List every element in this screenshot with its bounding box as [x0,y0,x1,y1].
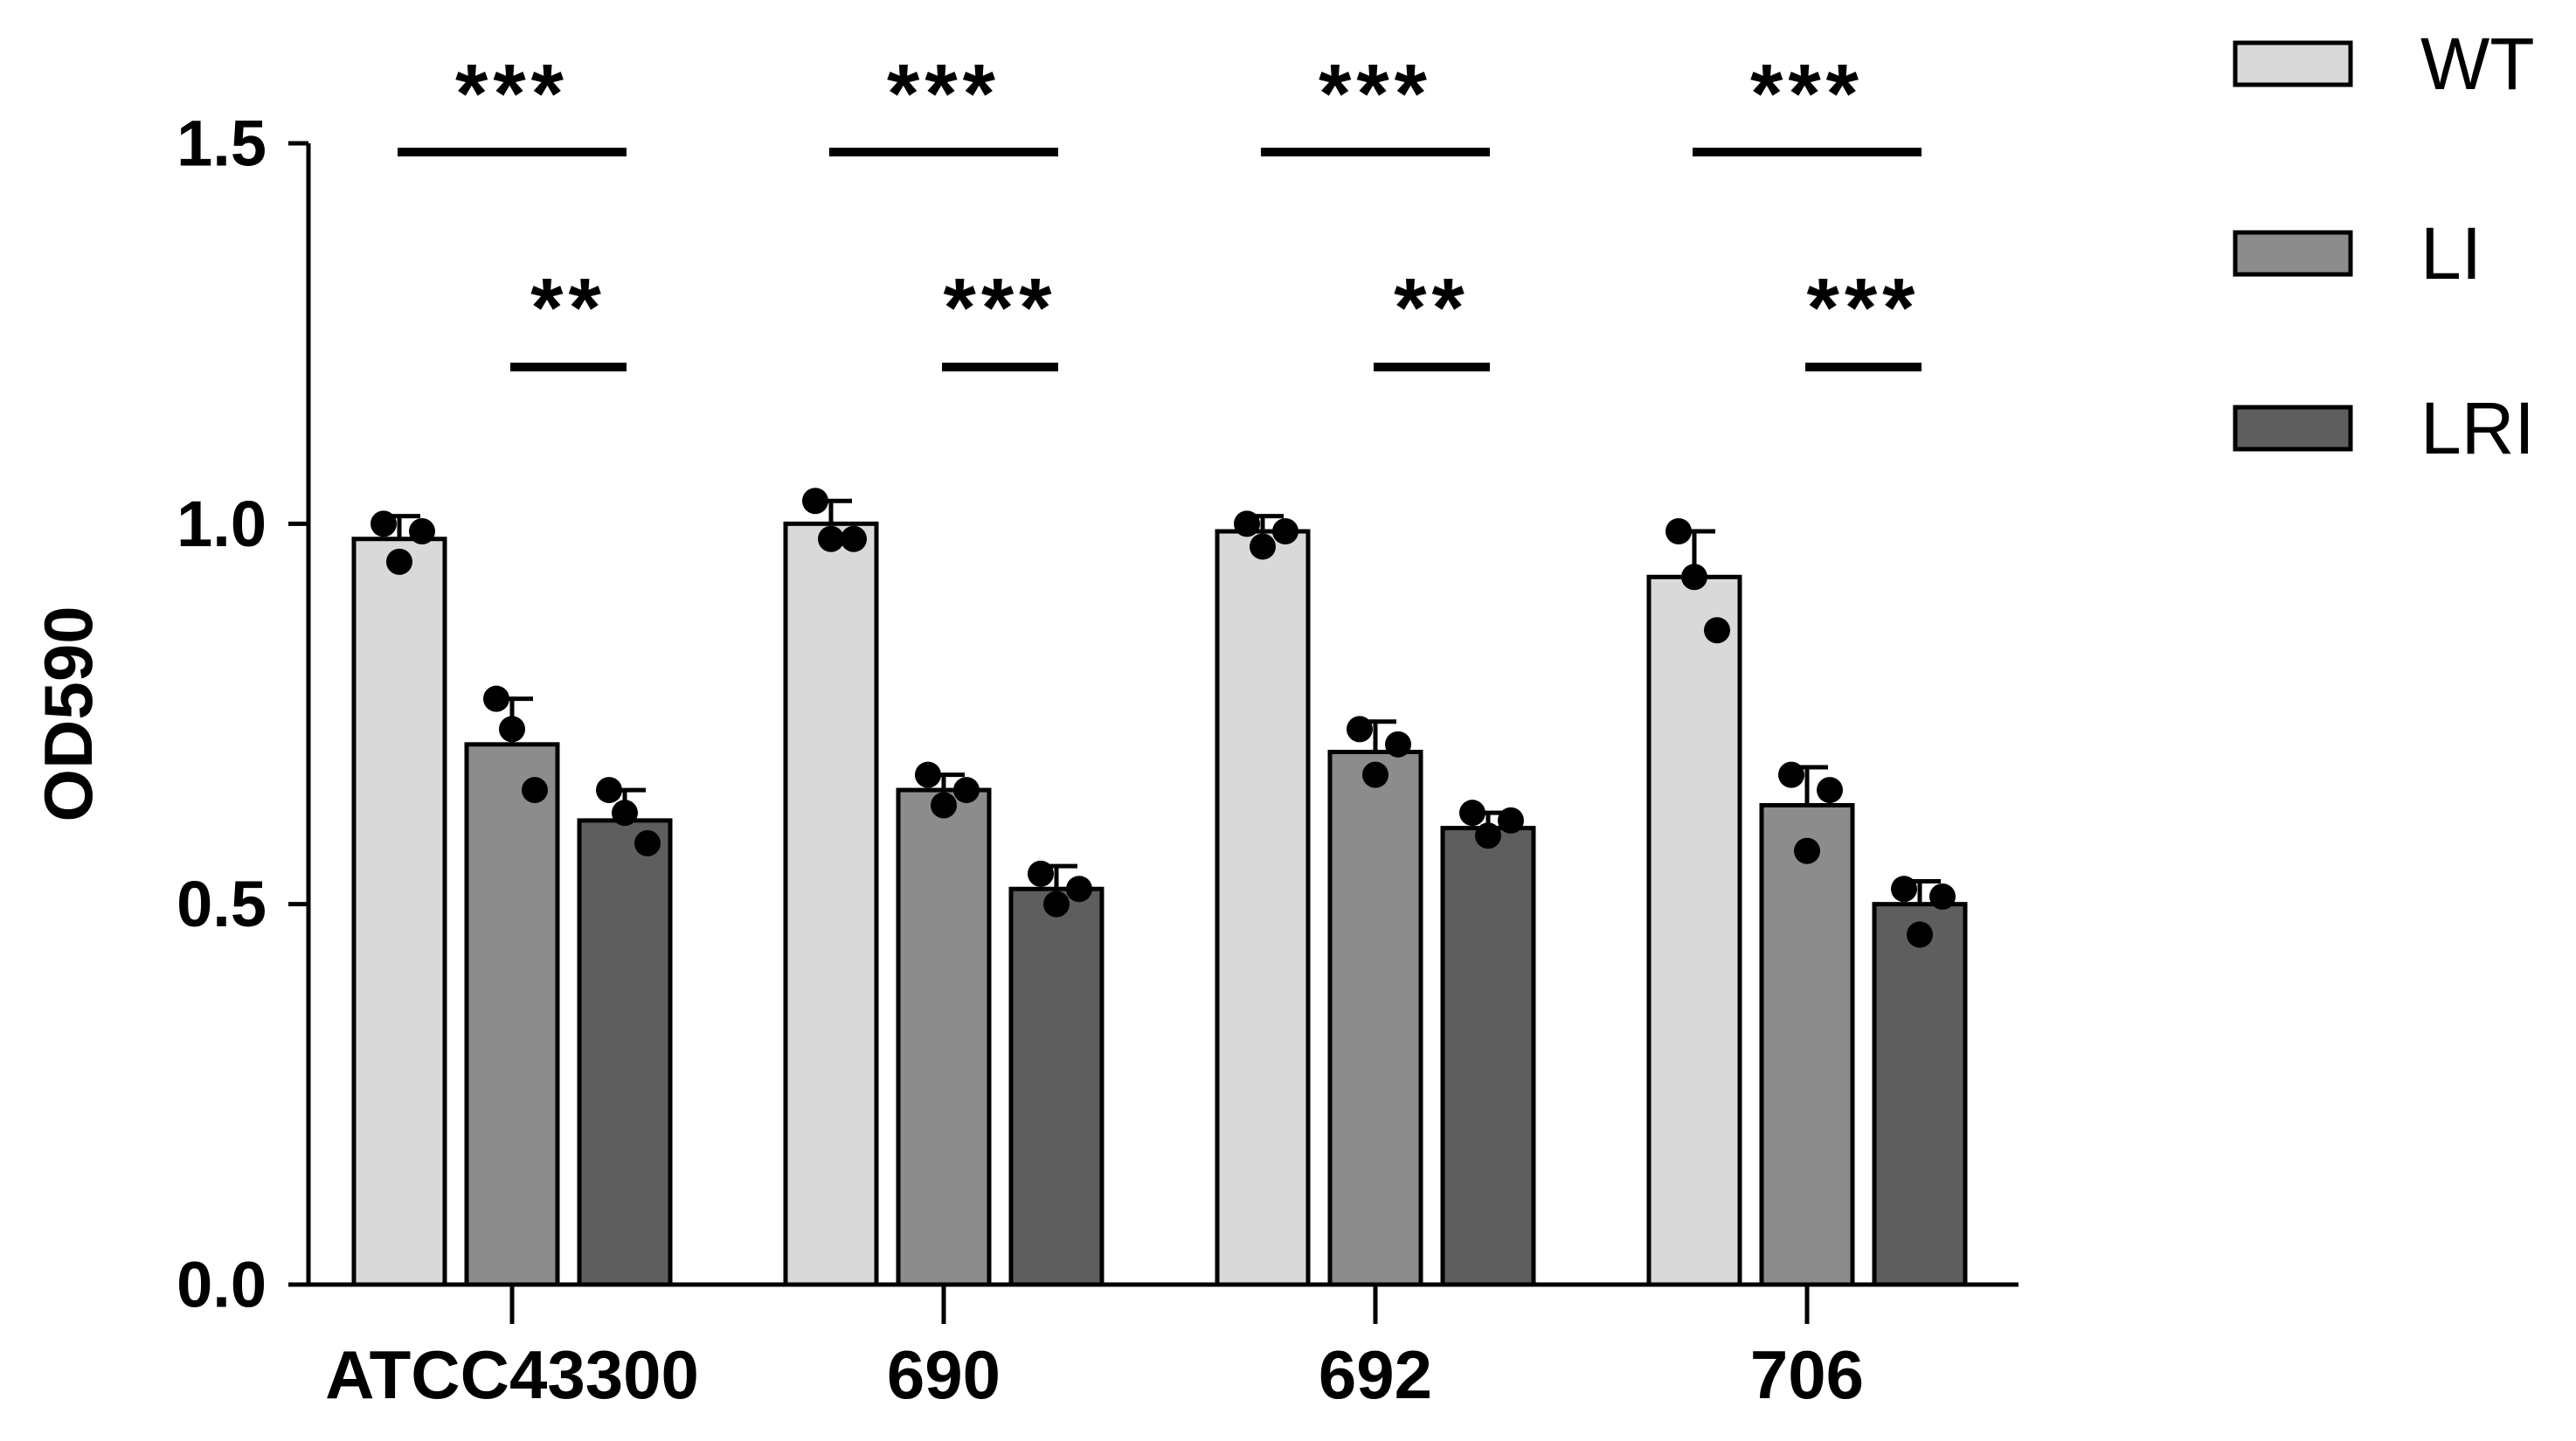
data-point [1778,761,1804,788]
bar-wt [1646,574,1742,1287]
data-point [1043,890,1070,918]
legend-label: LI [2420,212,2482,294]
data-point [370,510,397,537]
bar-wt [783,521,879,1287]
data-point [634,830,661,857]
bar-lri [1872,902,1968,1287]
data-point [1929,883,1956,910]
data-point [1704,617,1730,644]
bar-lri [577,818,673,1287]
legend-label: LRI [2420,387,2535,469]
data-point [1665,518,1692,545]
data-point [1475,822,1501,849]
bar-wt [351,537,447,1287]
data-point [1250,533,1276,560]
data-point [1794,837,1820,864]
data-point [1234,510,1260,537]
data-point [1028,860,1054,887]
data-point [841,525,867,552]
category-labels: ATCC43300 690 692 706 [325,1285,1864,1413]
legend-label: WT [2420,23,2535,105]
data-point [1498,807,1524,834]
bar-lri [1008,886,1104,1287]
bar-li [896,787,992,1287]
significance-stars: *** [1750,47,1864,141]
bar-group [1215,510,1536,1287]
significance-stars: *** [943,261,1056,355]
significance-stars: ** [530,261,606,355]
bar-wt [1215,529,1311,1287]
x-category-label: 690 [887,1336,1001,1413]
y-axis-title: OD590 [30,606,107,821]
data-point [1385,731,1411,758]
bar-group [783,488,1104,1287]
data-point [483,685,509,712]
y-tick-label: 0.5 [177,868,267,940]
data-point [1347,716,1373,743]
data-point [612,800,638,827]
data-point [1272,518,1298,545]
x-category-label: 692 [1319,1336,1432,1413]
significance-annotations: ********************** [398,47,1922,371]
bar-group [351,510,673,1287]
data-point [386,548,412,575]
data-point [409,518,435,545]
y-tick-label: 1.0 [177,488,267,560]
legend-swatch-li [2233,230,2353,277]
x-category-label: ATCC43300 [325,1336,699,1413]
legend-swatch-lri [2233,405,2353,452]
data-point [1891,876,1917,903]
x-category-label: 706 [1750,1336,1864,1413]
data-point [802,488,828,515]
y-tick-label: 1.5 [177,107,267,180]
data-point [931,792,957,819]
significance-stars: *** [1319,47,1432,141]
data-point [1907,921,1933,948]
data-point [1066,876,1092,903]
y-ticks: 0.0 0.5 1.0 1.5 [177,107,308,1321]
data-point [522,777,548,804]
bar-lri [1440,826,1536,1287]
bar-li [1759,802,1855,1287]
data-point [1362,761,1388,788]
significance-stars: *** [455,47,569,141]
legend: WT LI LRI [2233,23,2535,469]
data-point [596,777,622,804]
data-point [1459,800,1485,827]
data-point [915,761,941,788]
data-point [953,777,980,804]
data-point [1681,564,1707,591]
significance-stars: *** [887,47,1001,141]
y-tick-label: 0.0 [177,1249,267,1321]
bar-li [464,742,560,1287]
bar-group [1646,518,1968,1287]
bar-groups [351,488,1968,1287]
data-point [1817,777,1843,804]
data-point [818,525,844,552]
significance-stars: *** [1806,261,1920,355]
significance-stars: ** [1394,261,1470,355]
legend-swatch-wt [2233,40,2353,87]
data-point [499,716,525,743]
bar-li [1327,750,1423,1287]
